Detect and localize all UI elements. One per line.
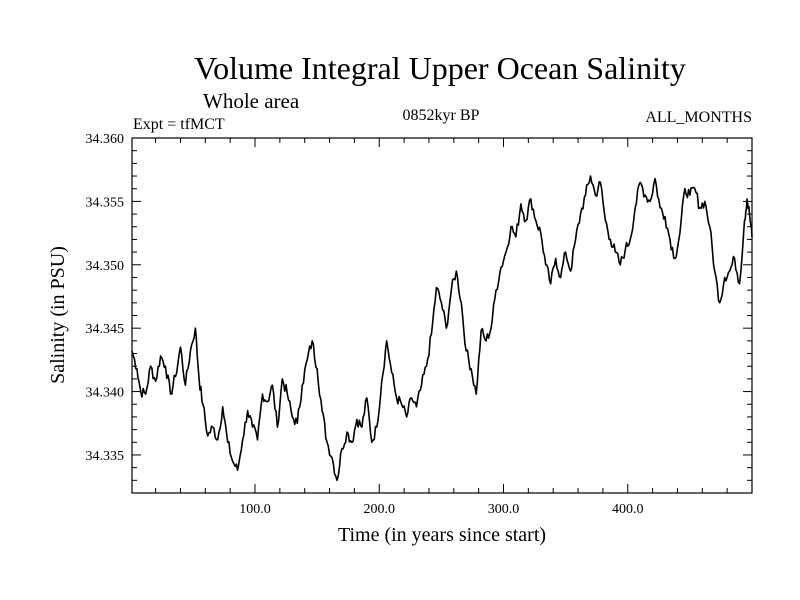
x-tick-label: 100.0 (239, 502, 271, 517)
y-tick-label: 34.345 (86, 322, 125, 337)
header-center: 0852kyr BP (403, 107, 480, 124)
header-left: Expt = tfMCT (133, 116, 225, 133)
y-axis-label: Salinity (in PSU) (47, 246, 69, 384)
y-tick-label: 34.360 (86, 132, 125, 147)
axis-ticks (132, 137, 752, 493)
x-tick-label: 200.0 (364, 502, 396, 517)
x-tick-label: 400.0 (612, 502, 644, 517)
y-tick-label: 34.340 (86, 386, 125, 401)
header-right: ALL_MONTHS (645, 109, 752, 126)
x-tick-label: 300.0 (488, 502, 520, 517)
y-tick-label: 34.355 (86, 195, 125, 210)
salinity-series-line (131, 175, 753, 482)
plot-frame (131, 137, 753, 494)
y-tick-label: 34.335 (86, 449, 125, 464)
y-tick-label: 34.350 (86, 259, 125, 274)
x-axis-label: Time (in years since start) (338, 524, 546, 546)
series-group (131, 175, 753, 482)
chart-title: Volume Integral Upper Ocean Salinity (194, 50, 686, 86)
chart-subtitle: Whole area (203, 89, 300, 113)
tick-labels: 100.0 200.0 300.0 400.0 34.335 34.340 34.345 34… (86, 132, 644, 517)
